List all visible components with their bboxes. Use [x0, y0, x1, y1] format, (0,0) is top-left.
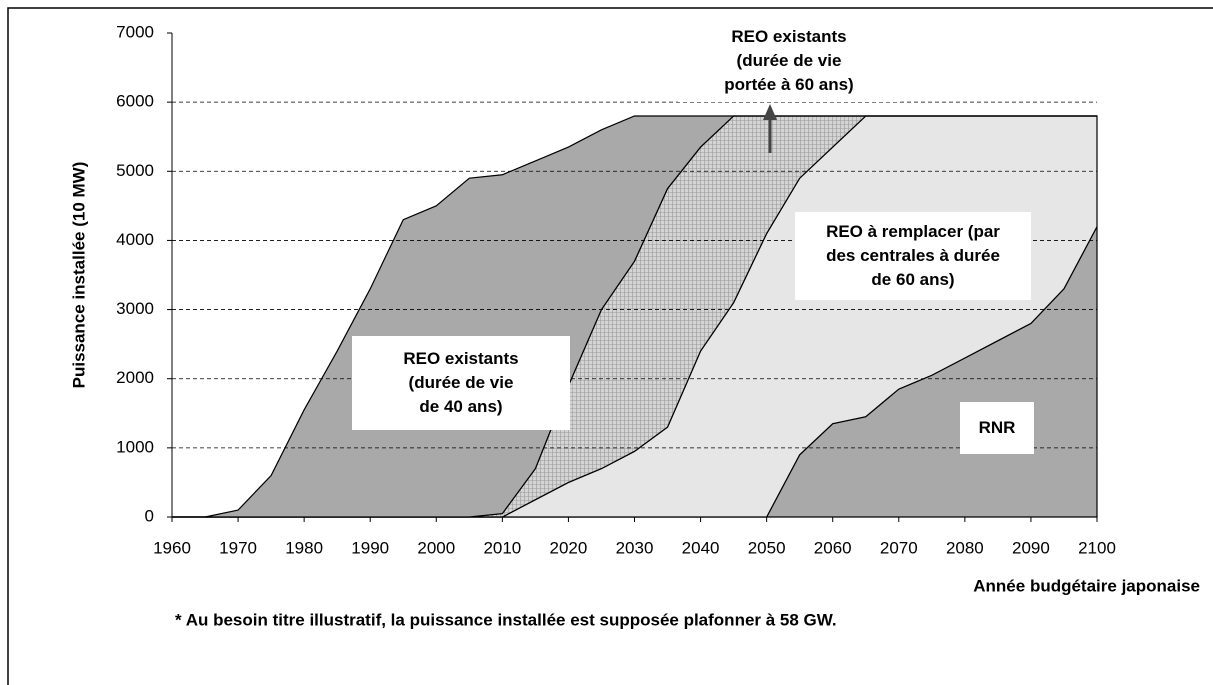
- x-tick-label: 2100: [1078, 538, 1116, 557]
- x-tick-label: 1990: [351, 538, 389, 557]
- arrow-head: [763, 104, 777, 120]
- x-tick-label: 1960: [153, 538, 191, 557]
- y-tick-label: 0: [145, 506, 154, 525]
- y-tick-label: 6000: [116, 92, 154, 111]
- x-tick-label: 2060: [814, 538, 852, 557]
- x-tick-label: 2070: [880, 538, 918, 557]
- y-tick-label: 1000: [116, 437, 154, 456]
- footnote: * Au besoin titre illustratif, la puissa…: [175, 610, 837, 629]
- x-tick-label: 2030: [616, 538, 654, 557]
- y-axis-label: Puissance installée (10 MW): [69, 162, 88, 389]
- region-label: REO existants (durée de vie portée à 60 …: [678, 20, 900, 102]
- x-tick-label: 2010: [483, 538, 521, 557]
- x-axis-label: Année budgétaire japonaise: [973, 576, 1200, 595]
- region-label: RNR: [960, 402, 1034, 454]
- x-tick-label: 2080: [946, 538, 984, 557]
- x-tick-label: 1970: [219, 538, 257, 557]
- x-tick-label: 1980: [285, 538, 323, 557]
- x-tick-label: 2090: [1012, 538, 1050, 557]
- y-tick-label: 4000: [116, 230, 154, 249]
- x-tick-label: 2000: [417, 538, 455, 557]
- y-tick-label: 3000: [116, 299, 154, 318]
- region-label: REO existants (durée de vie de 40 ans): [352, 336, 570, 430]
- x-tick-label: 2050: [748, 538, 786, 557]
- x-tick-label: 2020: [550, 538, 588, 557]
- x-tick-label: 2040: [682, 538, 720, 557]
- y-tick-label: 5000: [116, 161, 154, 180]
- frame: [7, 7, 1213, 685]
- y-tick-label: 7000: [116, 22, 154, 41]
- region-label: REO à remplacer (par des centrales à dur…: [795, 212, 1031, 300]
- y-tick-label: 2000: [116, 368, 154, 387]
